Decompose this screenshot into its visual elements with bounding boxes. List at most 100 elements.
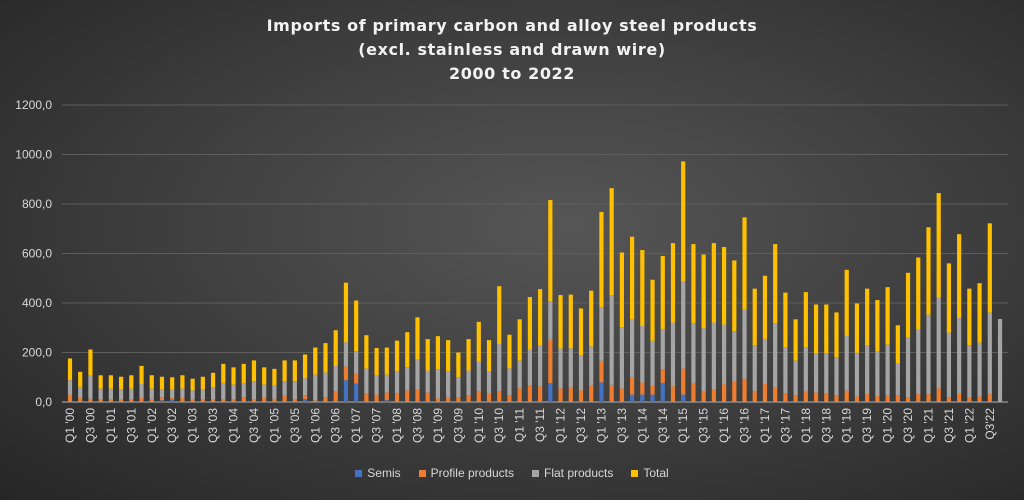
bar-semis [548, 382, 553, 402]
bar-total [190, 378, 195, 391]
bar-total [660, 255, 665, 329]
bar-total [803, 292, 808, 348]
bar-total [108, 375, 113, 389]
bar-flat-products [425, 370, 430, 393]
gridlines [62, 104, 1008, 403]
bar-flat-products [946, 332, 952, 398]
bar-profile-products [701, 391, 706, 402]
bar-profile-products [568, 387, 573, 402]
bar-flat-products [170, 389, 175, 399]
bar-flat-products [670, 322, 676, 387]
bar-flat-products [660, 328, 665, 370]
bar-total [394, 340, 400, 372]
bar-total [98, 375, 103, 389]
bar-total [640, 250, 645, 327]
bar-flat-products [466, 370, 471, 396]
bar-profile-products [88, 398, 93, 402]
bar-total [302, 354, 308, 379]
bar-total [957, 234, 962, 319]
bar-profile-products [507, 395, 512, 402]
bar-profile-products [548, 339, 553, 383]
bar-profile-products [619, 388, 624, 402]
bar-total [619, 252, 624, 328]
x-tick-label: Q1 '18 [799, 408, 813, 443]
bar-profile-products [251, 399, 257, 402]
bar-flat-products [824, 353, 829, 394]
bar-profile-products [190, 399, 195, 402]
bar-profile-products [476, 391, 481, 402]
bar-profile-products [497, 391, 502, 402]
bar-profile-products [241, 397, 246, 402]
bar-profile-products [486, 393, 492, 402]
bar-profile-products [517, 388, 522, 402]
bar-profile-products [742, 378, 747, 402]
bar-flat-products [282, 381, 287, 396]
bar-total [732, 260, 737, 332]
bar-total [905, 272, 911, 338]
bar-semis [630, 394, 635, 402]
bar-profile-products [762, 383, 768, 402]
bar-total [773, 244, 778, 324]
bar-flat-products [180, 388, 185, 399]
bar-total [119, 376, 124, 390]
bar-total [67, 358, 73, 381]
x-tick-label: Q1 '05 [267, 408, 281, 443]
bar-flat-products [364, 368, 369, 394]
bar-profile-products [78, 398, 83, 402]
bar-profile-products [711, 389, 716, 402]
x-tick-label: Q3 '12 [574, 408, 588, 443]
bar-profile-products [977, 396, 982, 402]
bar-profile-products [374, 394, 379, 402]
x-tick-label: Q1 '12 [554, 408, 568, 443]
y-tick-label: 600,0 [22, 247, 52, 261]
bar-total [486, 340, 492, 372]
x-axis-labels: Q1 '00 Q3 '00 Q1 '01 Q3 '01 Q1 '02 Q3 '02 Q1 '… [63, 408, 997, 443]
bar-flat-products [313, 374, 318, 401]
bar-total [987, 223, 992, 313]
bar-total [721, 247, 727, 325]
x-tick-label: Q3 '07 [370, 408, 384, 443]
bar-total [711, 243, 716, 323]
x-tick-label: Q1 '15 [676, 408, 690, 443]
bar-semis [384, 400, 389, 402]
bar-profile-products [394, 393, 400, 402]
bar-total [609, 188, 614, 296]
bar-profile-products [691, 382, 696, 402]
bar-profile-products [139, 398, 144, 402]
x-tick-label: Q3 '20 [901, 408, 915, 443]
bar-total [466, 339, 471, 371]
legend-label: Semis [367, 466, 401, 480]
x-tick-label: Q1 '11 [513, 408, 527, 442]
bar-profile-products [773, 387, 778, 402]
x-tick-label: Q1 '07 [349, 408, 363, 443]
bar-total [425, 339, 430, 371]
bar-profile-products [895, 395, 900, 402]
x-tick-label: Q3 '21 [942, 408, 956, 443]
bar-profile-products [609, 384, 614, 402]
bar-semis [599, 382, 604, 402]
bar-total [384, 347, 389, 375]
bar-profile-products [466, 395, 471, 402]
bar-semis [170, 399, 175, 402]
x-tick-label: Q1 '14 [635, 408, 649, 443]
bar-profile-products [875, 396, 880, 402]
x-tick-label: Q3 '01 [124, 408, 138, 443]
bar-profile-products [384, 392, 389, 401]
bar-flat-products [650, 340, 655, 386]
bar-flat-products [701, 328, 706, 392]
bar-profile-products [313, 400, 318, 402]
bar-total [180, 375, 185, 389]
legend-swatch [355, 469, 363, 477]
bar-flat-products [875, 351, 880, 397]
y-tick-label: 0,0 [35, 395, 52, 409]
bar-profile-products [558, 388, 563, 402]
bar-profile-products [108, 399, 113, 402]
x-tick-label: Q1 '10 [472, 408, 486, 443]
bar-profile-products [210, 399, 216, 402]
bar-semis [650, 394, 655, 402]
bar-profile-products [957, 393, 962, 402]
bar-profile-products [926, 394, 931, 402]
bar-total [650, 279, 655, 341]
bar-flat-products [813, 353, 819, 393]
bar-total [813, 304, 819, 354]
